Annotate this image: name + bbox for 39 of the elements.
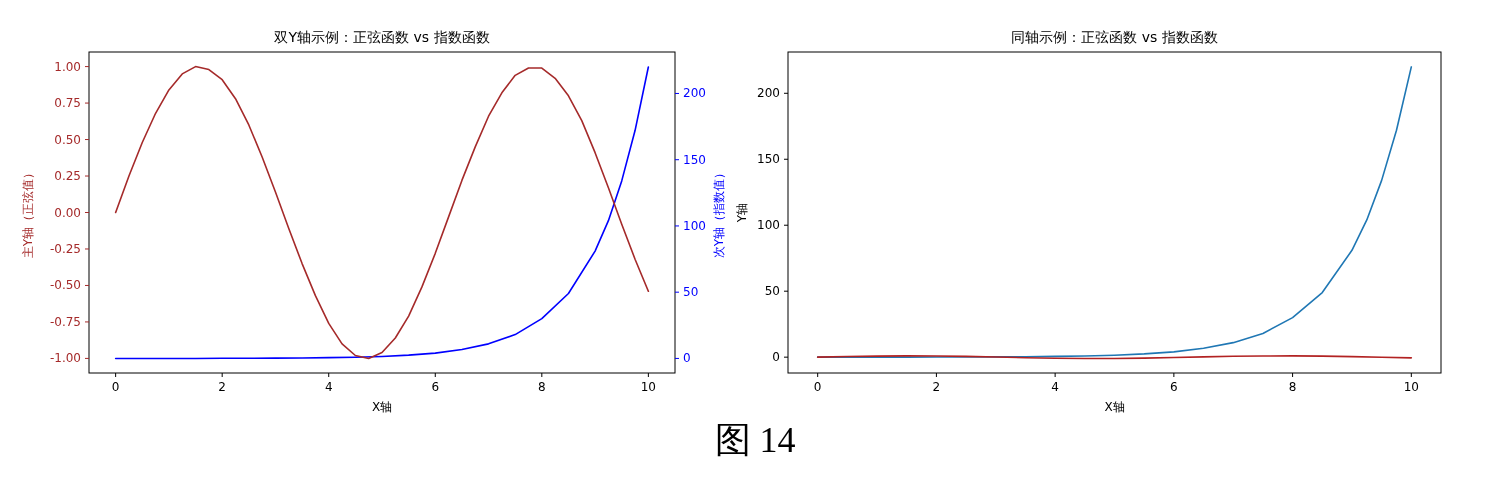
chart-title: 同轴示例：正弦函数 vs 指数函数 xyxy=(1011,29,1218,45)
y-tick-label: -0.75 xyxy=(49,314,81,329)
y-tick-label: 1.00 xyxy=(54,59,81,74)
x-axis-title: X轴 xyxy=(371,400,393,414)
y-tick-label: 0.50 xyxy=(54,132,81,147)
y2-tick-label: 200 xyxy=(683,86,706,101)
y-tick-label: -0.50 xyxy=(49,278,81,293)
x-tick-label: 0 xyxy=(813,380,822,394)
x-tick-label: 4 xyxy=(1051,380,1059,394)
y-tick-label: 50 xyxy=(764,284,780,299)
y-tick-label: 100 xyxy=(757,218,780,233)
y-axis-title: 主Y轴（正弦值） xyxy=(20,166,35,259)
y2-tick-label: 150 xyxy=(683,152,706,167)
y-tick-label: 0 xyxy=(772,350,780,365)
y-tick-label: 200 xyxy=(757,86,780,101)
y2-tick-label: 100 xyxy=(683,218,706,233)
y-tick-label: 0.75 xyxy=(54,96,81,111)
x-tick-label: 6 xyxy=(431,380,440,394)
x-tick-label: 6 xyxy=(1170,380,1178,394)
x-tick-label: 8 xyxy=(538,380,546,394)
y-tick-label: 150 xyxy=(757,152,780,167)
x-axis-title: X轴 xyxy=(1104,400,1125,414)
y2-tick-label: 0 xyxy=(683,351,691,366)
x-tick-label: 8 xyxy=(1288,380,1297,394)
x-tick-label: 2 xyxy=(218,380,226,394)
x-tick-label: 10 xyxy=(1403,380,1419,394)
caption: 图 14 xyxy=(714,420,796,460)
chart-title: 双Y轴示例：正弦函数 vs 指数函数 xyxy=(274,29,490,45)
x-tick-label: 10 xyxy=(640,380,656,394)
x-tick-label: 2 xyxy=(932,380,941,394)
y2-tick-label: 50 xyxy=(683,285,699,300)
y-tick-label: -1.00 xyxy=(49,351,81,366)
x-tick-label: 4 xyxy=(324,380,333,394)
y-axis-title: Y轴 xyxy=(734,202,749,224)
x-tick-label: 0 xyxy=(111,380,120,394)
y-tick-label: -0.25 xyxy=(49,241,81,256)
y-tick-label: 0.00 xyxy=(54,205,81,220)
y-tick-label: 0.25 xyxy=(54,169,81,184)
y2-axis-title: 次Y轴（指数值） xyxy=(712,166,726,259)
